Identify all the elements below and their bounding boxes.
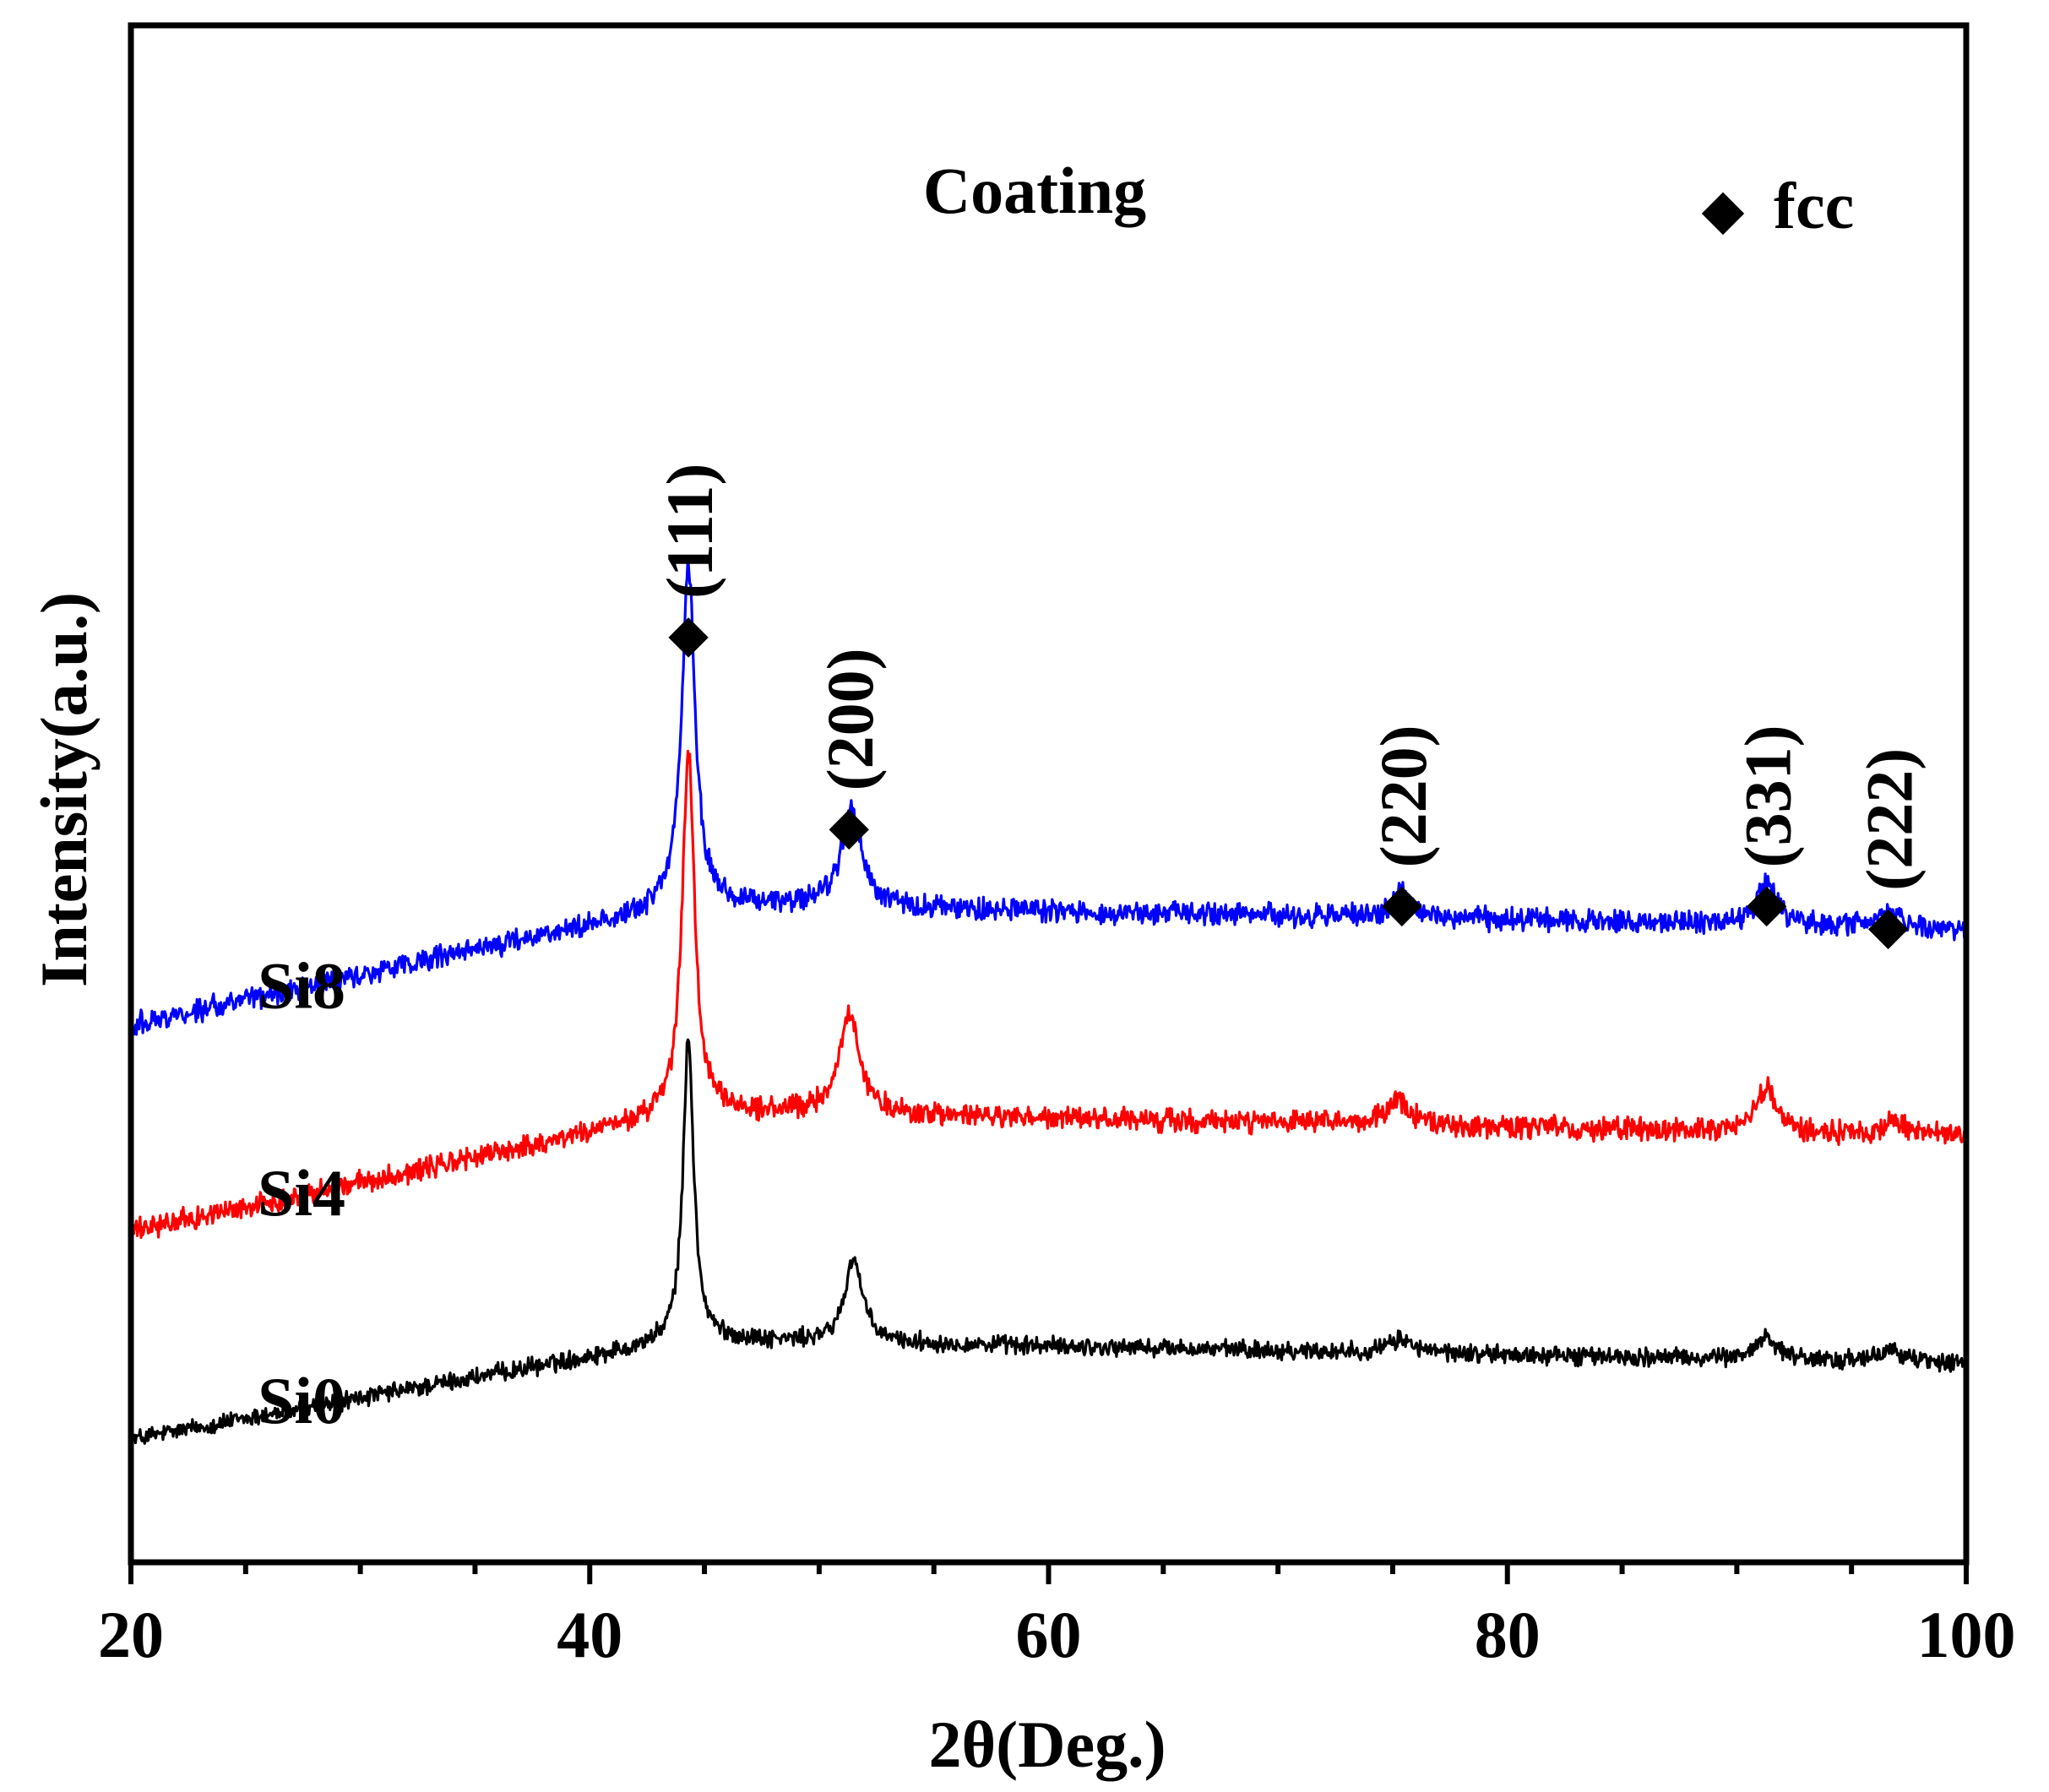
plot-area bbox=[129, 556, 1968, 1451]
x-tick-label: 40 bbox=[557, 1598, 622, 1671]
series-label-Si0: Si0 bbox=[258, 1364, 345, 1437]
series-label-Si8: Si8 bbox=[258, 949, 345, 1023]
fcc-marker: ◆ bbox=[1868, 898, 1909, 955]
chart-title: Coating bbox=[923, 154, 1146, 227]
legend-marker: ◆ bbox=[1702, 179, 1745, 241]
x-axis: 20 40 60 80 100 bbox=[98, 1562, 2016, 1671]
fcc-marker: ◆ bbox=[829, 797, 869, 855]
plot-frame bbox=[128, 22, 1970, 1566]
legend-label: fcc bbox=[1774, 169, 1854, 242]
x-tick-label: 20 bbox=[98, 1598, 164, 1671]
peak-label: (220) bbox=[1367, 725, 1440, 867]
peak-annotations: ◆ (111) ◆ (200) ◆ (220) ◆ (331) ◆ (222) bbox=[653, 464, 1927, 955]
peak-label: (331) bbox=[1731, 725, 1805, 867]
series-label-Si4: Si4 bbox=[258, 1156, 345, 1230]
fcc-marker: ◆ bbox=[668, 605, 709, 663]
series-labels: Si0 Si4 Si8 bbox=[258, 949, 345, 1437]
fcc-marker: ◆ bbox=[1382, 874, 1422, 931]
series-Si4-line bbox=[129, 749, 1968, 1240]
x-tick-label: 100 bbox=[1917, 1598, 2016, 1671]
series-Si8-line bbox=[129, 556, 1968, 1036]
x-tick-label: 80 bbox=[1475, 1598, 1541, 1671]
peak-label: (222) bbox=[1853, 748, 1927, 891]
peak-label: (111) bbox=[653, 464, 726, 599]
peak-label: (200) bbox=[813, 648, 887, 790]
fcc-marker: ◆ bbox=[1747, 874, 1787, 931]
x-tick-label: 60 bbox=[1016, 1598, 1082, 1671]
x-axis-label: 2θ(Deg.) bbox=[928, 1708, 1166, 1781]
series-Si0-line bbox=[129, 1038, 1968, 1451]
y-axis-label: Intensity(a.u.) bbox=[27, 592, 101, 987]
